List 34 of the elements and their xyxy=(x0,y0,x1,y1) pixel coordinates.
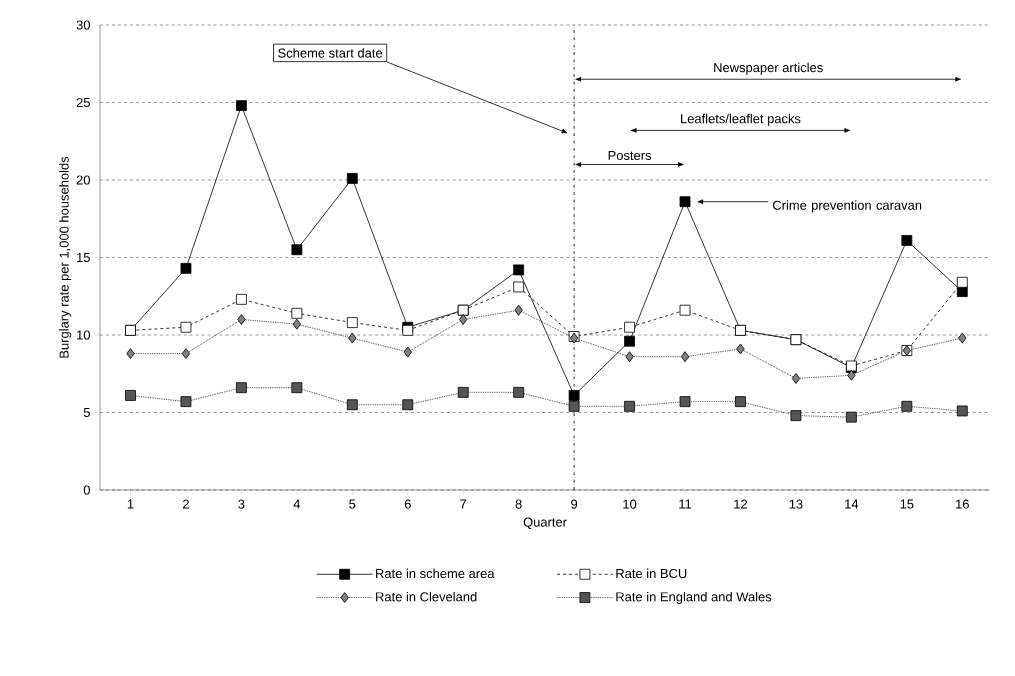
x-tick-label: 13 xyxy=(789,499,803,509)
x-tick-label: 8 xyxy=(515,499,522,509)
x-tick-label: 3 xyxy=(238,499,245,509)
y-tick-label: 25 xyxy=(76,97,90,108)
annotation: Leaflets/leaflet packs xyxy=(681,113,801,126)
x-tick-label: 14 xyxy=(845,499,859,509)
y-tick-label: 0 xyxy=(83,485,90,495)
x-tick-label: 12 xyxy=(734,499,748,509)
x-tick-label: 15 xyxy=(900,499,914,509)
x-tick-label: 10 xyxy=(623,499,637,509)
y-tick-label: 30 xyxy=(76,20,90,30)
annotation: Crime prevention caravan xyxy=(772,200,922,213)
legend-label: Rate in scheme area xyxy=(376,568,495,579)
x-tick-label: 5 xyxy=(349,499,356,509)
legend-label: Rate in Cleveland xyxy=(376,591,477,602)
x-tick-label: 2 xyxy=(183,499,189,509)
x-tick-label: 9 xyxy=(571,499,578,509)
y-tick-label: 5 xyxy=(83,407,90,418)
y-tick-label: 15 xyxy=(77,252,90,263)
annotation: Scheme start date xyxy=(278,48,383,58)
legend-label: Rate in England and Wales xyxy=(616,591,772,604)
legend-label: Rate in BCU xyxy=(616,568,687,579)
y-tick-label: 20 xyxy=(76,175,90,185)
x-tick-label: 11 xyxy=(679,499,692,509)
x-tick-label: 6 xyxy=(404,499,411,509)
x-tick-label: 4 xyxy=(293,499,301,509)
y-axis-title: Burglary rate per 1,000 households xyxy=(59,156,72,358)
x-tick-label: 16 xyxy=(956,499,969,509)
x-tick-label: 7 xyxy=(460,499,467,509)
y-tick-label: 10 xyxy=(77,330,90,340)
x-tick-label: 1 xyxy=(127,499,134,509)
x-axis-title: Quarter xyxy=(523,517,567,530)
annotation: Posters xyxy=(608,150,652,160)
annotation: Newspaper articles xyxy=(714,62,823,75)
